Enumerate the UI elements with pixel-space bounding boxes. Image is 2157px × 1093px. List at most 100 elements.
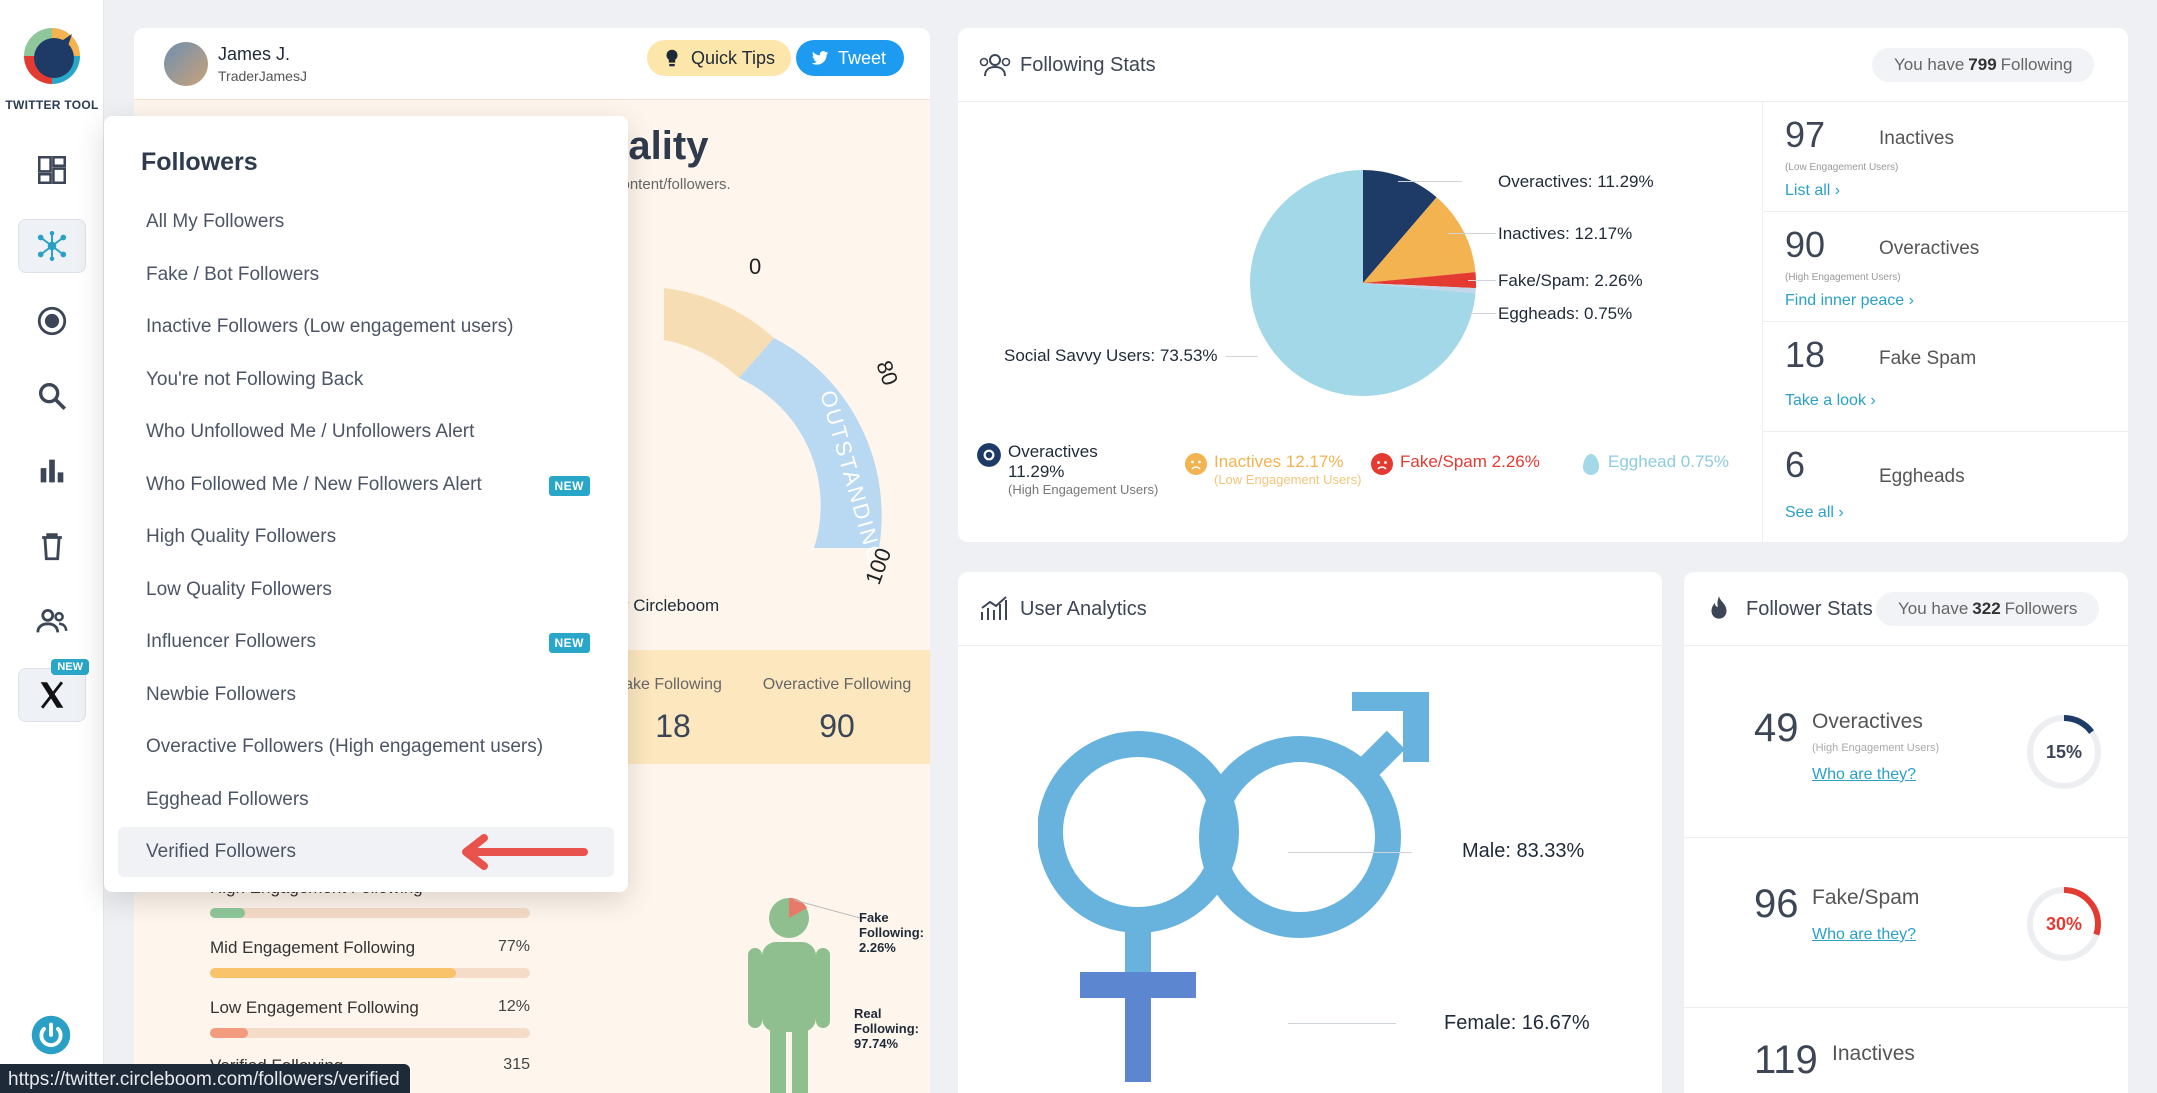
following-pie-chart [1250,170,1476,396]
legend-overactives-sub: (High Engagement Users) [1008,482,1159,497]
follower-count-pill: You have 322 Followers [1876,592,2100,626]
menu-item-influencer-followers[interactable]: Influencer Followers NEW [118,617,614,667]
nav-delete[interactable] [18,519,86,573]
menu-item-label: High Quality Followers [146,526,337,547]
menu-item-label: Who Followed Me / New Followers Alert [146,474,482,495]
red-arrow-annotation [462,834,588,870]
who-are-they-link[interactable]: Who are they? [1812,766,1917,783]
ring-progress [2027,715,2101,789]
angry-face-icon [1371,453,1393,475]
take-a-look-link[interactable]: Take a look › [1785,392,1876,409]
user-handle: TraderJamesJ [218,68,307,84]
engagement-bar-fill [210,968,457,978]
new-badge: NEW [548,633,590,653]
summary-row-inactives: 97 Inactives (Low Engagement Users) List… [1763,102,2129,212]
menu-item-all-followers[interactable]: All My Followers [118,197,614,247]
tweet-button[interactable]: Tweet [796,40,905,76]
legend-overactives-label: Overactives [1008,442,1098,461]
follower-stats-title: Follower Stats [1746,598,1873,620]
nav-analytics[interactable] [18,444,86,498]
nav-search[interactable] [18,369,86,423]
pie-label-overactives: Overactives: 11.29% [1498,172,1654,191]
leader-line [1468,313,1496,314]
pie-slice-fakespam [1363,272,1476,289]
new-badge: NEW [51,659,89,675]
menu-item-label: All My Followers [146,211,285,232]
menu-item-low-quality-followers[interactable]: Low Quality Followers [118,565,614,615]
following-count: 799 [1968,55,1997,74]
sad-face-icon [1185,453,1207,475]
trash-icon [42,533,62,561]
see-all-link[interactable]: See all › [1785,504,1844,521]
overactive-following-label: Overactive Following [762,676,912,693]
menu-item-not-following-back[interactable]: You're not Following Back [118,355,614,405]
follower-row-inactives: 119 Inactives [1684,1008,2128,1093]
following-count-pill: You have 799 Following [1872,48,2095,82]
overactive-following-value: 90 [819,708,855,744]
profile-header: James J. TraderJamesJ Quick Tips Tweet [134,28,930,100]
menu-item-inactive-followers[interactable]: Inactive Followers (Low engagement users… [118,302,614,352]
nav-users[interactable] [18,594,86,648]
fake-leader-line [794,899,861,919]
who-are-they-link[interactable]: Who are they? [1812,926,1917,943]
twitter-tool-logo[interactable] [20,24,84,88]
nav-circle[interactable] [18,294,86,348]
follower-stats-header: Follower Stats You have 322 Followers [1684,572,2128,646]
nav-x[interactable]: NEW [18,659,89,722]
fake-following-percent: Fake Following: 2.26% [859,910,924,955]
followers-dropdown-menu: Followers All My Followers Fake / Bot Fo… [104,116,628,892]
pie-slice-inactives [1363,197,1476,283]
menu-item-high-quality-followers[interactable]: High Quality Followers [118,512,614,562]
engagement-bar-value: 315 [503,1056,530,1073]
person-figure-icon [748,897,830,1093]
find-inner-peace-link[interactable]: Find inner peace › [1785,292,1914,309]
engagement-bar-fill [210,1028,249,1038]
users-icon [36,608,68,633]
ring-percent: 30% [2045,914,2083,934]
list-all-link[interactable]: List all › [1785,182,1841,199]
menu-item-label: Fake / Bot Followers [146,264,320,285]
new-badge: NEW [548,476,590,496]
legend-inactives-label: Inactives 12.17% [1214,452,1344,471]
pie-slice-overactives [1363,170,1437,283]
following-stats-summary: 97 Inactives (Low Engagement Users) List… [1762,102,2129,542]
target-icon [37,306,67,336]
nav-dashboard[interactable] [18,143,86,197]
summary-name: Fake Spam [1879,348,1977,369]
legend-fakespam-label: Fake/Spam 2.26% [1400,452,1540,471]
summary-name: Inactives [1879,128,1954,149]
leader-line [1288,852,1412,853]
summary-num: 90 [1785,224,1826,265]
user-analytics-card: User Analytics Male: 83.33% Female: 16.6… [958,572,1662,1093]
follower-row-name: Inactives [1832,1042,1915,1065]
menu-item-overactive-followers[interactable]: Overactive Followers (High engagement us… [118,722,614,772]
fakespam-ring-chart [2027,887,2101,961]
dashboard-icon [37,155,67,185]
follower-row-name: Fake/Spam [1812,886,1920,909]
follower-row-name: Overactives [1812,710,1923,733]
power-icon[interactable] [30,1014,72,1056]
menu-item-label: You're not Following Back [146,369,364,390]
follower-row-sub: (High Engagement Users) [1812,742,1940,754]
ring-progress [2027,887,2101,961]
menu-item-fake-bot-followers[interactable]: Fake / Bot Followers [118,250,614,300]
nav-followers[interactable] [18,219,86,273]
leader-line [1288,1023,1396,1024]
menu-item-newbie-followers[interactable]: Newbie Followers [118,670,614,720]
legend-overactives-pct: 11.29% [1008,462,1065,481]
overactive-following-cell: Overactive Following 90 [744,650,930,764]
legend-overactives: Overactives 11.29% (High Engagement User… [976,442,1158,497]
search-icon [38,382,67,411]
menu-item-new-followers-alert[interactable]: Who Followed Me / New Followers Alert NEW [118,460,614,510]
engagement-bar-value: 77% [497,938,530,955]
network-icon [37,230,67,262]
follower-count: 322 [1972,599,2001,618]
avatar[interactable] [164,42,208,86]
legend-inactives-sub: (Low Engagement Users) [1214,472,1362,487]
quick-tips-button[interactable]: Quick Tips [647,40,792,76]
gauge-tick-80: 80 [871,357,903,389]
menu-item-unfollowers-alert[interactable]: Who Unfollowed Me / Unfollowers Alert [118,407,614,457]
menu-item-egghead-followers[interactable]: Egghead Followers [118,775,614,825]
following-stats-card: Following Stats You have 799 Following O… [958,28,2129,542]
gender-symbols-icon [1038,692,1429,1082]
